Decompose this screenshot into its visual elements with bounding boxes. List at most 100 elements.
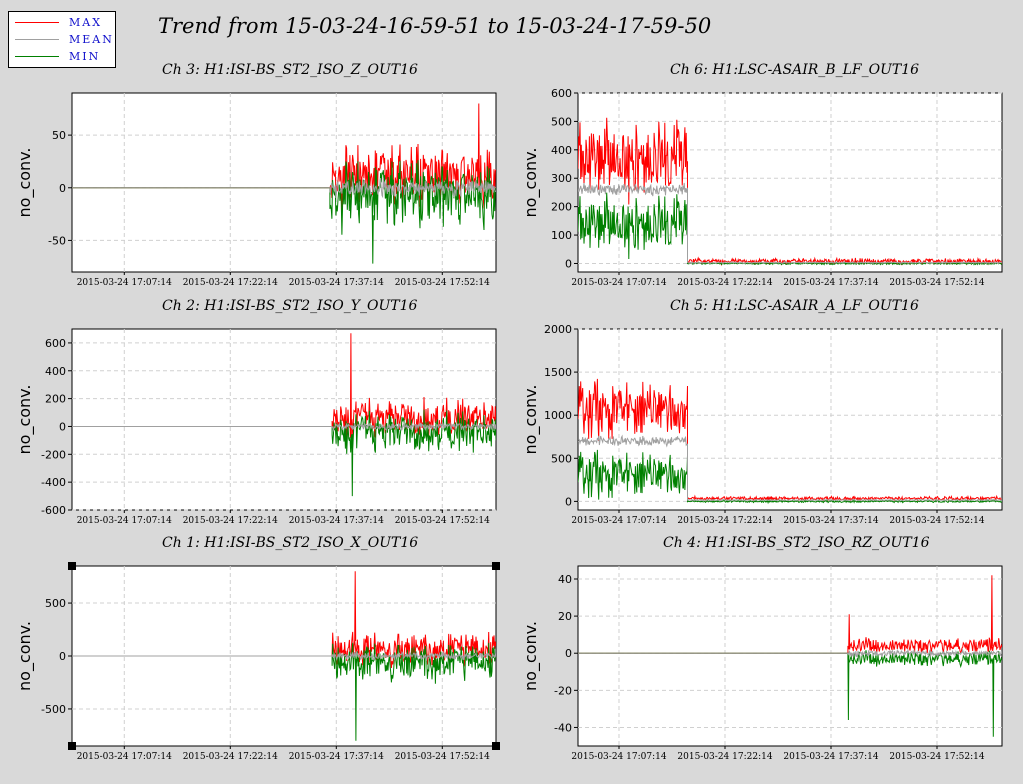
x-tick-label: 2015-03-24 17:22:14 — [677, 752, 772, 762]
x-tick-label: 2015-03-24 17:52:14 — [395, 278, 490, 288]
y-tick-label: 50 — [52, 129, 66, 142]
chart-panel-3[interactable]: Ch 2: H1:ISI-BS_ST2_ISO_Y_OUT16 -600 -400 -… — [15, 298, 497, 526]
legend-swatch-min — [15, 56, 59, 57]
x-tick-label: 2015-03-24 17:37:14 — [783, 752, 878, 762]
y-tick-label: 300 — [551, 172, 572, 185]
chart-panel-6[interactable]: Ch 4: H1:ISI-BS_ST2_ISO_RZ_OUT16 -40 -20 0 2… — [521, 535, 1003, 762]
y-axis-label: no_conv. — [15, 148, 35, 218]
y-tick-label: 1000 — [544, 409, 572, 422]
x-tick-label: 2015-03-24 17:07:14 — [77, 516, 172, 526]
y-tick-label: -500 — [41, 703, 66, 716]
y-tick-label: -400 — [41, 476, 66, 489]
x-tick-label: 2015-03-24 17:07:14 — [571, 516, 666, 526]
series-mean-line — [72, 177, 496, 199]
series-mean-line — [72, 421, 496, 433]
selection-handle[interactable] — [492, 742, 500, 750]
legend-swatch-max — [15, 22, 59, 23]
series-mean-line — [72, 650, 496, 662]
series-max-line — [578, 117, 1002, 267]
y-tick-label: 400 — [45, 365, 66, 378]
x-tick-label: 2015-03-24 17:22:14 — [183, 752, 278, 762]
y-tick-label: 40 — [558, 573, 572, 586]
y-tick-label: 200 — [45, 393, 66, 406]
chart-panel-1[interactable]: Ch 3: H1:ISI-BS_ST2_ISO_Z_OUT16 -50 0 50 201… — [15, 62, 497, 288]
y-axis-label: no_conv. — [521, 621, 541, 691]
selection-handle[interactable] — [68, 562, 76, 570]
x-tick-label: 2015-03-24 17:22:14 — [677, 516, 772, 526]
series-mean-line — [578, 434, 1002, 502]
y-tick-label: 0 — [565, 257, 572, 270]
legend-label-mean: MEAN — [69, 33, 114, 46]
chart-title: Ch 3: H1:ISI-BS_ST2_ISO_Z_OUT16 — [162, 62, 418, 78]
x-tick-label: 2015-03-24 17:52:14 — [889, 752, 984, 762]
y-tick-label: 500 — [551, 452, 572, 465]
legend-item-max: MAX — [15, 16, 115, 30]
chart-title: Ch 5: H1:LSC-ASAIR_A_LF_OUT16 — [670, 298, 919, 314]
chart-panel-4[interactable]: Ch 5: H1:LSC-ASAIR_A_LF_OUT16 0 500 1000 150… — [521, 298, 1003, 526]
x-tick-label: 2015-03-24 17:22:14 — [183, 278, 278, 288]
x-tick-label: 2015-03-24 17:07:14 — [571, 278, 666, 288]
legend-box: MAX MEAN MIN — [8, 11, 116, 68]
selection-handle[interactable] — [68, 742, 76, 750]
series-mean-line — [578, 648, 1002, 658]
y-tick-label: -200 — [41, 448, 66, 461]
legend-label-min: MIN — [69, 50, 101, 63]
x-tick-label: 2015-03-24 17:52:14 — [395, 516, 490, 526]
y-tick-label: 600 — [45, 337, 66, 350]
y-axis-label: no_conv. — [15, 385, 35, 455]
x-tick-label: 2015-03-24 17:07:14 — [77, 752, 172, 762]
y-axis-label: no_conv. — [521, 148, 541, 218]
x-tick-label: 2015-03-24 17:37:14 — [289, 752, 384, 762]
chart-title: Ch 4: H1:ISI-BS_ST2_ISO_RZ_OUT16 — [663, 535, 930, 551]
legend-item-min: MIN — [15, 50, 115, 64]
y-tick-label: -40 — [554, 721, 572, 734]
legend-label-max: MAX — [69, 16, 103, 29]
y-tick-label: 600 — [551, 87, 572, 100]
y-tick-label: -20 — [554, 684, 572, 697]
selection-handle[interactable] — [492, 562, 500, 570]
series-min-line — [578, 449, 1002, 505]
x-tick-label: 2015-03-24 17:37:14 — [783, 516, 878, 526]
x-tick-label: 2015-03-24 17:37:14 — [289, 278, 384, 288]
plot-area — [71, 328, 497, 511]
y-axis-label: no_conv. — [15, 621, 35, 691]
chart-panel-2[interactable]: Ch 6: H1:LSC-ASAIR_B_LF_OUT16 0 100 200 300 4… — [521, 62, 1003, 288]
x-tick-label: 2015-03-24 17:07:14 — [571, 752, 666, 762]
series-max-line — [578, 378, 1002, 502]
chart-panel-5[interactable]: Ch 1: H1:ISI-BS_ST2_ISO_X_OUT16 -500 0 500 2… — [15, 535, 500, 762]
y-axis-label: no_conv. — [521, 385, 541, 455]
y-tick-label: 0 — [59, 182, 66, 195]
y-tick-label: -600 — [41, 504, 66, 517]
y-tick-label: 0 — [59, 650, 66, 663]
y-tick-label: 400 — [551, 144, 572, 157]
x-tick-label: 2015-03-24 17:37:14 — [289, 516, 384, 526]
legend-item-mean: MEAN — [15, 33, 115, 47]
x-tick-label: 2015-03-24 17:37:14 — [783, 278, 878, 288]
x-tick-label: 2015-03-24 17:52:14 — [889, 278, 984, 288]
y-tick-label: 0 — [565, 495, 572, 508]
x-tick-label: 2015-03-24 17:07:14 — [77, 278, 172, 288]
plot-area — [577, 565, 1003, 747]
x-tick-label: 2015-03-24 17:22:14 — [183, 516, 278, 526]
trend-title: Trend from 15-03-24-16-59-51 to 15-03-24… — [158, 14, 712, 38]
series-mean-line — [578, 182, 1002, 265]
y-tick-label: 0 — [59, 420, 66, 433]
x-tick-label: 2015-03-24 17:52:14 — [395, 752, 490, 762]
x-tick-label: 2015-03-24 17:52:14 — [889, 516, 984, 526]
chart-title: Ch 6: H1:LSC-ASAIR_B_LF_OUT16 — [670, 62, 919, 78]
y-tick-label: 100 — [551, 229, 572, 242]
y-tick-label: 20 — [558, 610, 572, 623]
y-tick-label: 500 — [551, 115, 572, 128]
chart-title: Ch 2: H1:ISI-BS_ST2_ISO_Y_OUT16 — [162, 298, 418, 314]
plot-area — [577, 328, 1003, 511]
y-tick-label: -50 — [48, 234, 66, 247]
x-tick-label: 2015-03-24 17:22:14 — [677, 278, 772, 288]
y-tick-label: 1500 — [544, 366, 572, 379]
legend-swatch-mean — [15, 39, 59, 40]
plot-area — [577, 92, 1003, 273]
y-tick-label: 500 — [45, 597, 66, 610]
y-tick-label: 0 — [565, 647, 572, 660]
y-tick-label: 2000 — [544, 323, 572, 336]
y-tick-label: 200 — [551, 201, 572, 214]
